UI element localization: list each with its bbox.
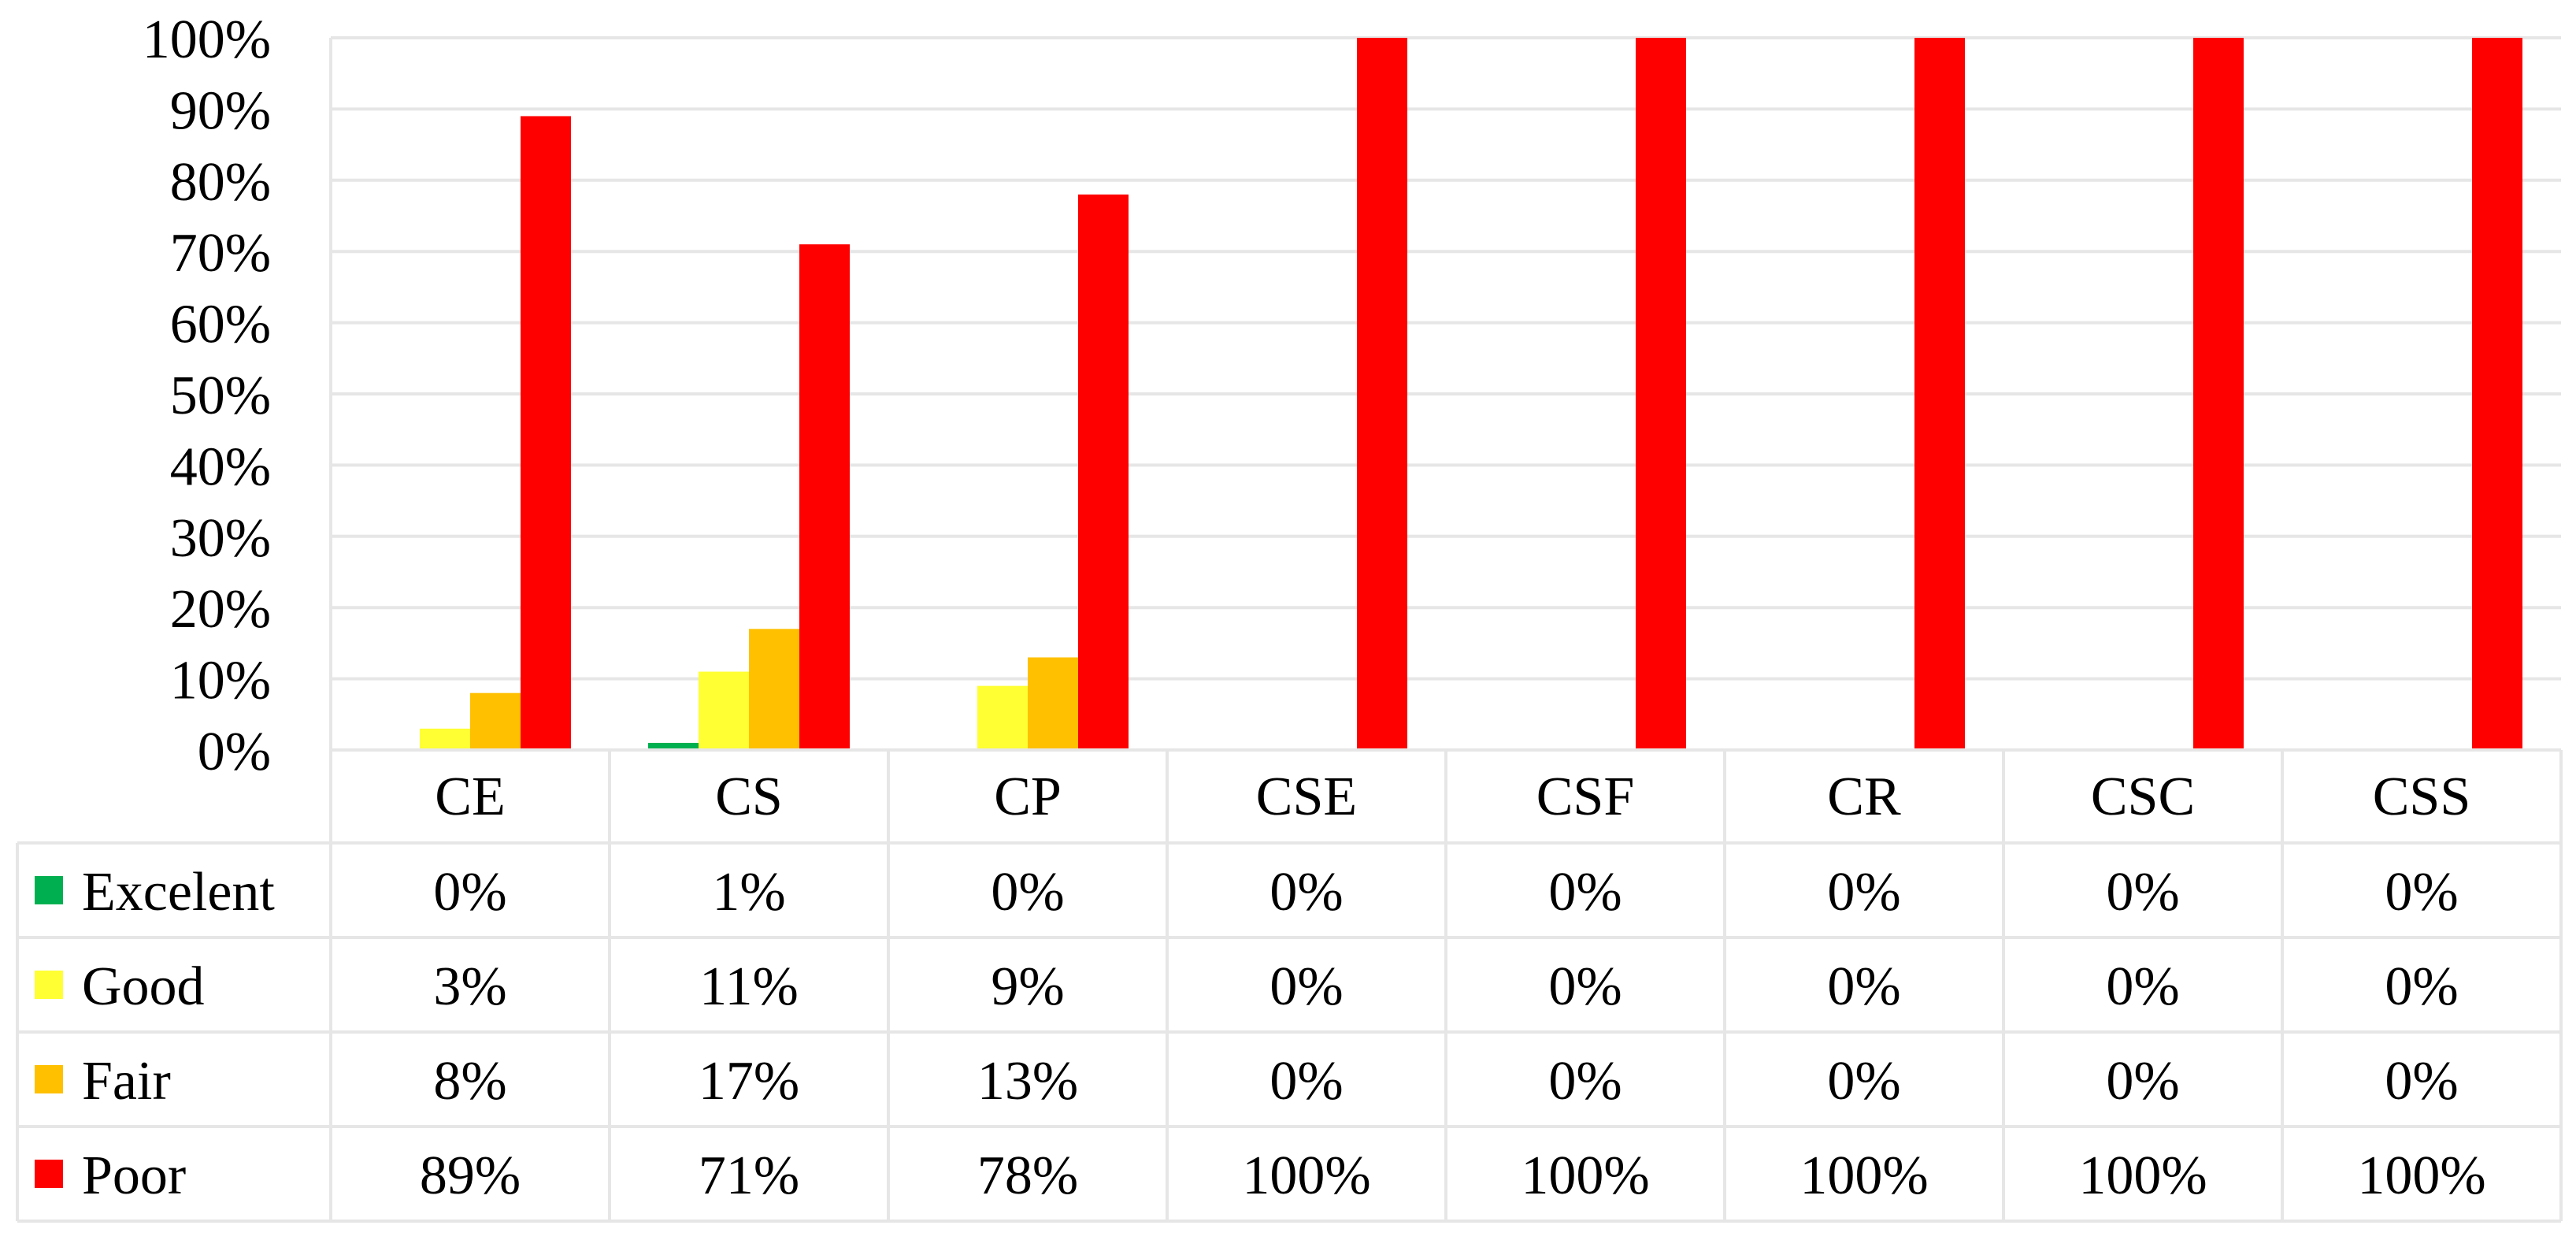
x-category-label: CSE <box>1256 767 1357 827</box>
y-tick-label: 60% <box>170 295 271 355</box>
data-label: 71% <box>699 1145 799 1206</box>
y-tick-label: 100% <box>143 9 271 70</box>
data-label: 100% <box>2357 1145 2485 1206</box>
bar-poor-cp <box>1078 194 1129 750</box>
data-label: 13% <box>977 1051 1078 1112</box>
data-label: 0% <box>1827 1051 1900 1112</box>
data-label: 0% <box>2385 956 2458 1017</box>
legend-label-fair: Fair <box>82 1051 171 1112</box>
data-table: CE CS CP CSE CSF CR CSC CSS Excelent 0% 1% 0% 0% 0% 0%… <box>16 748 2563 1223</box>
data-label: 0% <box>2106 956 2179 1017</box>
gridlines <box>329 36 2561 752</box>
bar-poor-cr <box>1914 38 1965 750</box>
bar-poor-cse <box>1357 38 1407 750</box>
data-label: 9% <box>991 956 1064 1017</box>
data-label: 0% <box>2385 1051 2458 1112</box>
data-label: 0% <box>991 862 1064 923</box>
legend-label-excelent: Excelent <box>82 862 275 923</box>
x-category-label: CSC <box>2091 767 2195 827</box>
data-label: 11% <box>699 956 799 1017</box>
data-label: 0% <box>433 862 506 923</box>
y-tick-label: 20% <box>170 579 271 640</box>
data-label: 17% <box>699 1051 799 1112</box>
x-category-label: CP <box>994 767 1062 827</box>
bar-good-cp <box>977 685 1028 750</box>
x-category-label: CE <box>435 767 505 827</box>
data-label: 0% <box>1269 956 1343 1017</box>
data-label: 1% <box>712 862 785 923</box>
bar-excelent-cs <box>648 742 699 750</box>
data-label: 0% <box>1548 862 1622 923</box>
x-category-label: CSF <box>1536 767 1635 827</box>
data-label: 0% <box>1548 956 1622 1017</box>
data-label: 0% <box>1827 862 1900 923</box>
legend-key-excelent <box>35 876 63 904</box>
data-label: 0% <box>2106 862 2179 923</box>
y-tick-label: 30% <box>170 508 271 569</box>
data-label: 0% <box>1548 1051 1622 1112</box>
bar-poor-css <box>2472 38 2522 750</box>
data-label: 0% <box>2385 862 2458 923</box>
y-tick-label: 50% <box>170 366 271 426</box>
legend-key-poor <box>35 1160 63 1188</box>
y-tick-label: 10% <box>170 651 271 711</box>
data-label: 89% <box>420 1145 521 1206</box>
legend-key-good <box>35 971 63 999</box>
data-label: 100% <box>1799 1145 1928 1206</box>
data-label: 100% <box>2078 1145 2207 1206</box>
bar-fair-cs <box>749 629 799 750</box>
x-category-label: CR <box>1827 767 1901 827</box>
y-tick-label: 90% <box>170 80 271 141</box>
legend-label-poor: Poor <box>82 1145 186 1206</box>
data-label: 0% <box>1827 956 1900 1017</box>
y-tick-label: 70% <box>170 223 271 284</box>
y-tick-label: 80% <box>170 152 271 213</box>
bar-poor-ce <box>521 116 571 750</box>
x-category-label: CS <box>715 767 783 827</box>
bar-good-ce <box>420 728 470 750</box>
bar-fair-ce <box>470 692 521 750</box>
data-label: 0% <box>1269 1051 1343 1112</box>
bar-fair-cp <box>1028 657 1078 750</box>
data-label: 0% <box>2106 1051 2179 1112</box>
data-label: 78% <box>977 1145 1078 1206</box>
data-label: 100% <box>1242 1145 1370 1206</box>
data-label: 3% <box>433 956 506 1017</box>
legend-key-fair <box>35 1065 63 1093</box>
bar-good-cs <box>699 671 749 750</box>
y-axis-tick-labels: 0% 10% 20% 30% 40% 50% 60% 70% 80% 90% 100% <box>143 9 271 782</box>
bar-poor-csc <box>2193 38 2244 750</box>
x-category-label: CSS <box>2373 767 2471 827</box>
data-label: 100% <box>1521 1145 1649 1206</box>
y-tick-label: 40% <box>170 436 271 497</box>
bars <box>420 38 2522 750</box>
bar-poor-csf <box>1636 38 1686 750</box>
legend-label-good: Good <box>82 956 205 1017</box>
data-label: 8% <box>433 1051 506 1112</box>
y-tick-label: 0% <box>198 722 271 782</box>
data-label: 0% <box>1269 862 1343 923</box>
bar-poor-cs <box>799 244 850 750</box>
